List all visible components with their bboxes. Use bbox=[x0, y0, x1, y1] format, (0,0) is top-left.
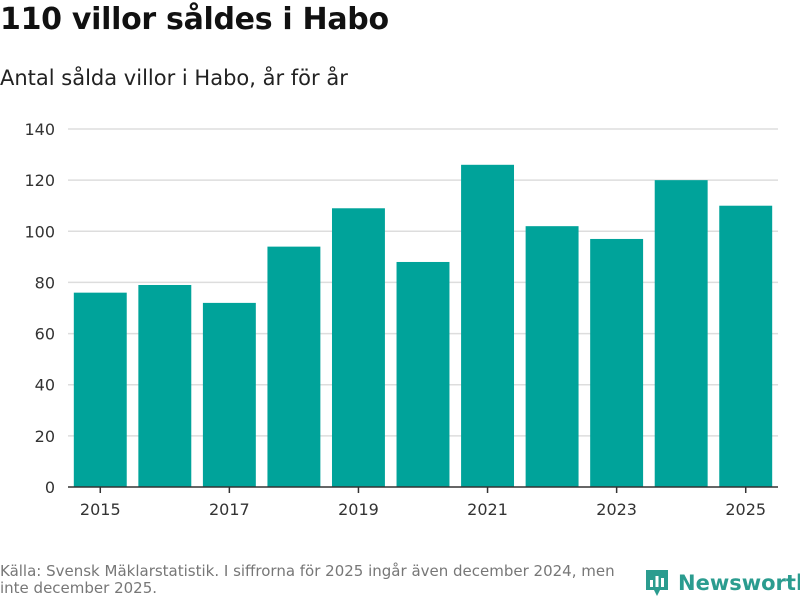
chart-title: 110 villor såldes i Habo bbox=[0, 2, 389, 37]
bar-2015 bbox=[73, 292, 127, 487]
chart-subtitle: Antal sålda villor i Habo, år för år bbox=[0, 66, 348, 90]
bar-2023 bbox=[590, 238, 644, 487]
bar-2025 bbox=[719, 205, 773, 487]
x-tick-label: 2015 bbox=[80, 500, 121, 519]
y-tick-label: 140 bbox=[24, 120, 55, 139]
y-tick-label: 20 bbox=[35, 427, 55, 446]
y-tick-label: 0 bbox=[45, 478, 55, 497]
x-tick-label: 2023 bbox=[596, 500, 637, 519]
bar-2024 bbox=[654, 180, 708, 487]
y-tick-label: 100 bbox=[24, 222, 55, 241]
bar-2017 bbox=[202, 302, 256, 487]
x-tick-label: 2017 bbox=[209, 500, 250, 519]
brand: Newsworthy bbox=[644, 568, 800, 598]
x-tick-label: 2019 bbox=[338, 500, 379, 519]
bar-2020 bbox=[396, 261, 450, 487]
source-note: Källa: Svensk Mäklarstatistik. I siffror… bbox=[0, 562, 615, 597]
newsworthy-logo-icon bbox=[646, 570, 668, 596]
bar-2021 bbox=[461, 164, 515, 488]
y-tick-label: 80 bbox=[35, 273, 55, 292]
bar-2016 bbox=[138, 284, 192, 487]
x-tick-label: 2021 bbox=[467, 500, 508, 519]
y-tick-label: 120 bbox=[24, 171, 55, 190]
y-tick-label: 60 bbox=[35, 325, 55, 344]
x-tick-label: 2025 bbox=[725, 500, 766, 519]
bar-2022 bbox=[525, 226, 579, 487]
bar-2018 bbox=[267, 246, 321, 487]
brand-name: Newsworthy bbox=[678, 571, 800, 595]
bar-2019 bbox=[331, 208, 385, 487]
bar-chart: 0 20 40 60 80 100 120 140 2015 2017 2019 2021 2023 20… bbox=[24, 120, 778, 519]
y-tick-label: 40 bbox=[35, 376, 55, 395]
